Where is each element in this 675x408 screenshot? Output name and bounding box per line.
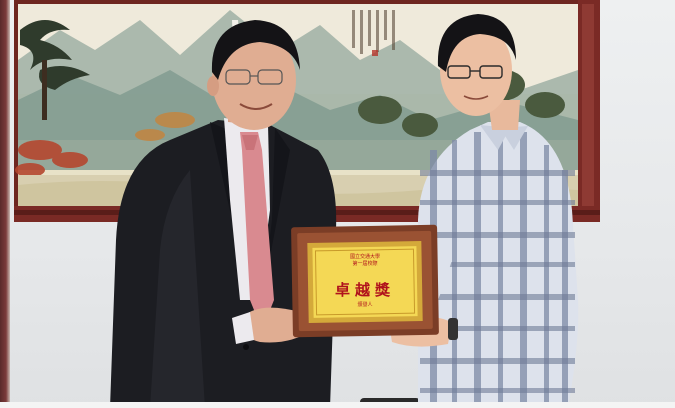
plaque-subheader-line: 第一屆校際 (352, 261, 378, 267)
plaque-header-line: 國立交通大學 (349, 254, 380, 260)
bottom-edge (0, 402, 675, 408)
left-edge-frame (0, 0, 10, 408)
award-plaque (291, 224, 439, 338)
plaque-presenter-line: 頒發人 (357, 302, 373, 308)
man-in-suit (110, 20, 337, 408)
plaque-award-title: 卓越獎 (334, 281, 395, 299)
